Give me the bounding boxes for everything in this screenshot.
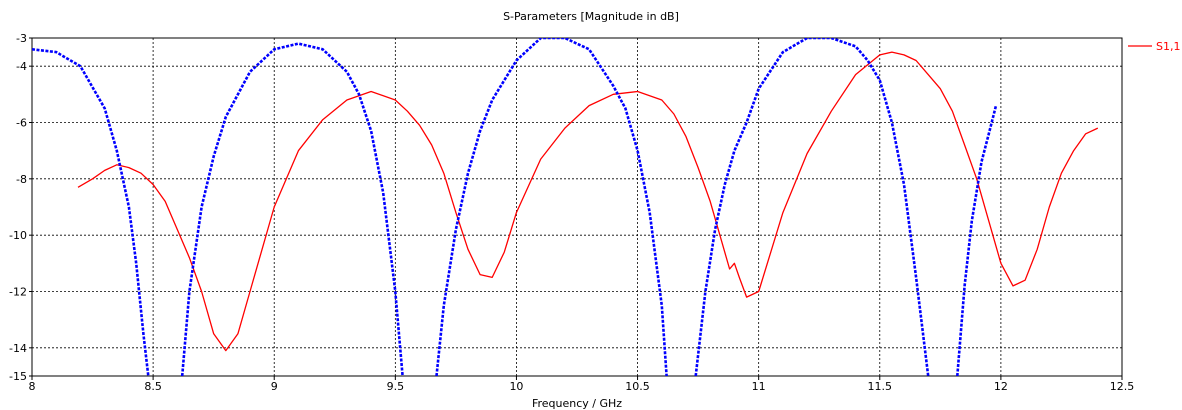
blue-dashed-series-line xyxy=(32,48,150,376)
blue-dashed-series-line xyxy=(435,38,668,376)
y-tick-label: -8 xyxy=(16,173,27,186)
y-tick-label: -15 xyxy=(9,370,27,383)
x-tick-label: 10.5 xyxy=(625,380,650,393)
chart-title: S-Parameters [Magnitude in dB] xyxy=(503,10,679,23)
x-tick-label: 11.5 xyxy=(868,380,893,393)
x-axis-label: Frequency / GHz xyxy=(531,397,623,410)
plot-area xyxy=(31,37,1123,377)
y-tick-label: -12 xyxy=(9,286,27,299)
y-tick-label: -4 xyxy=(16,60,27,73)
s11-series-line xyxy=(77,51,1099,352)
x-tick-label: 12 xyxy=(994,380,1008,393)
y-tick-label: -10 xyxy=(9,229,27,242)
blue-dashed-series-line xyxy=(694,38,930,376)
x-tick-label: 9.5 xyxy=(387,380,405,393)
x-tick-label: 11 xyxy=(752,380,766,393)
blue-dashed-series-line xyxy=(180,42,404,376)
x-tick-label: 9 xyxy=(271,380,278,393)
y-tick-label: -14 xyxy=(9,342,27,355)
blue-dashed-series-line xyxy=(956,105,998,376)
x-tick-label: 12.5 xyxy=(1110,380,1135,393)
x-tick-label: 8.5 xyxy=(144,380,162,393)
x-tick-label: 8 xyxy=(29,380,36,393)
y-tick-label: -6 xyxy=(16,117,27,130)
x-tick-label: 10 xyxy=(509,380,523,393)
legend-label: S1,1 xyxy=(1156,40,1180,53)
y-tick-label: -3 xyxy=(16,32,27,45)
